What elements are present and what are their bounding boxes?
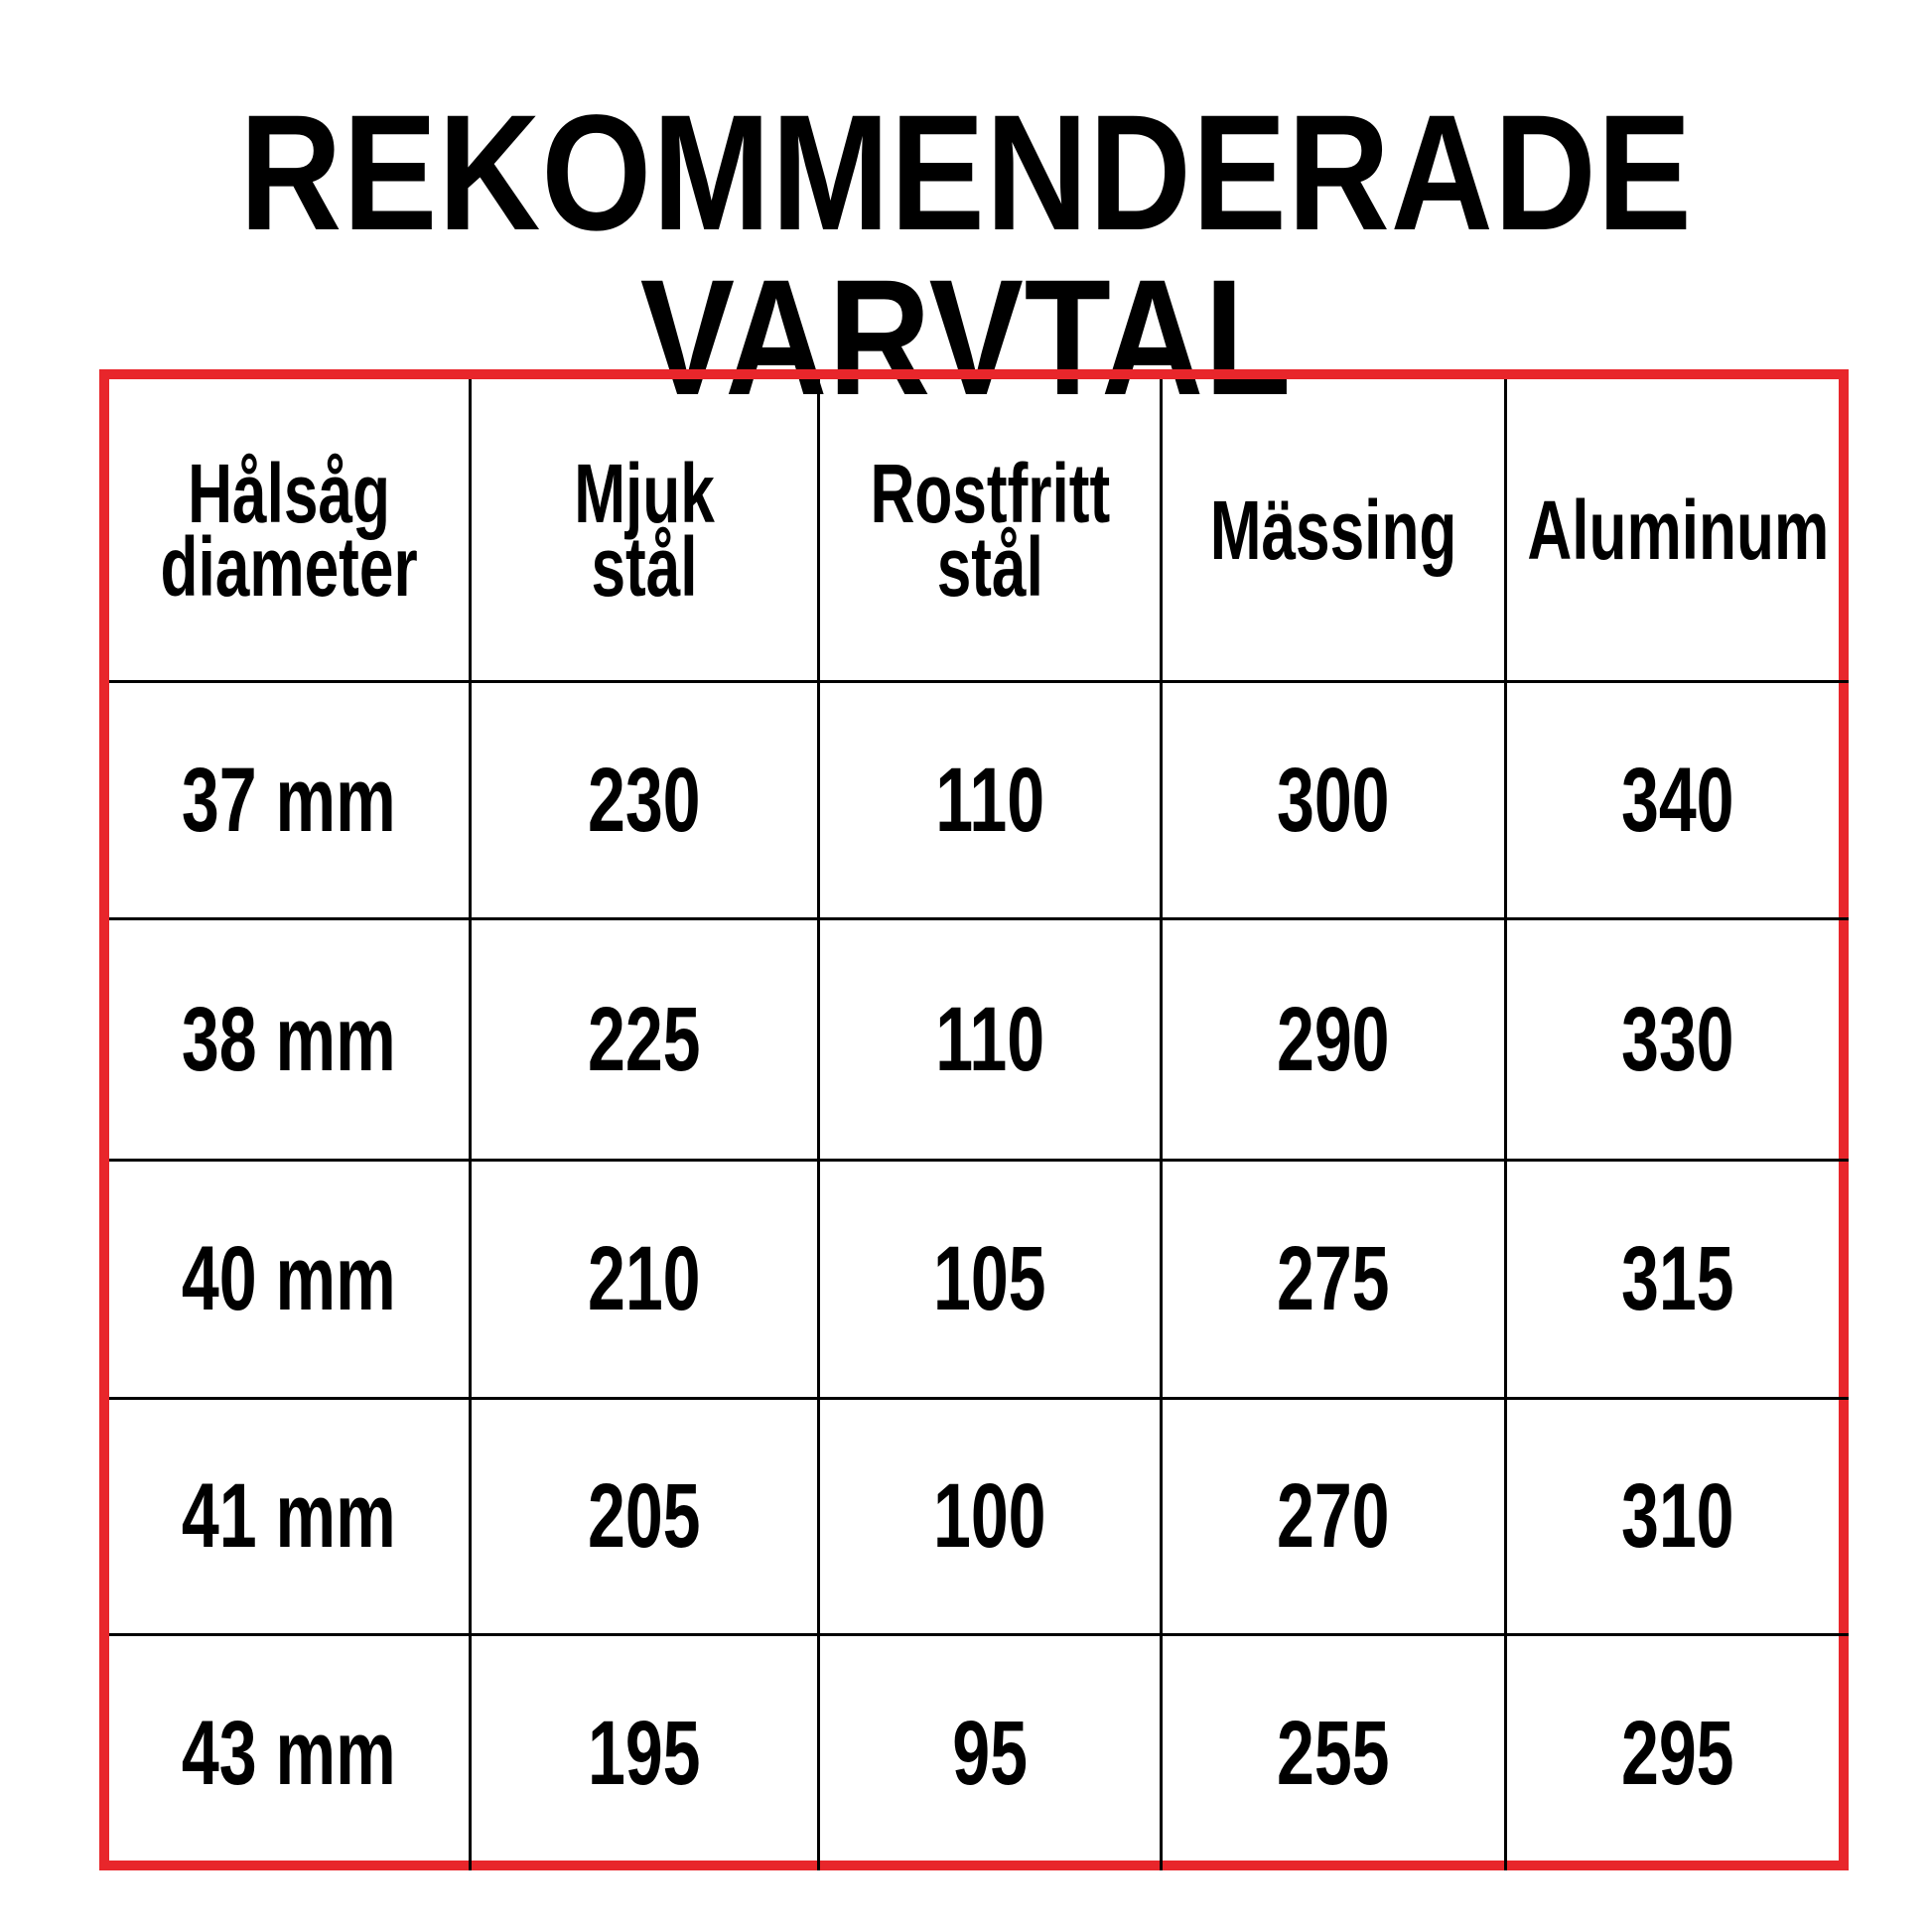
rpm-cell: 110 — [820, 683, 1163, 920]
cell-text: Rostfritt stål — [870, 446, 1110, 614]
cell-text: 230 — [588, 749, 701, 851]
cell-text: 38 mm — [182, 988, 396, 1090]
cell-text: Mjuk stål — [574, 446, 715, 614]
cell-text: 225 — [588, 988, 701, 1090]
cell-text: 255 — [1277, 1702, 1390, 1804]
rpm-cell: 310 — [1507, 1400, 1849, 1636]
cell-text: 275 — [1277, 1228, 1390, 1329]
cell-text: 95 — [952, 1702, 1028, 1804]
cell-text: 205 — [588, 1465, 701, 1567]
header-cell: Rostfritt stål — [820, 379, 1163, 683]
cell-text: 295 — [1621, 1702, 1734, 1804]
diameter-cell: 43 mm — [109, 1636, 472, 1870]
header-cell: Mässing — [1163, 379, 1507, 683]
title-text: REKOMMENDERADE VARVTAL — [239, 81, 1693, 430]
cell-text: 340 — [1621, 749, 1734, 851]
rpm-cell: 105 — [820, 1162, 1163, 1400]
cell-text: 270 — [1277, 1465, 1390, 1567]
diameter-cell: 40 mm — [109, 1162, 472, 1400]
cell-text: 290 — [1277, 988, 1390, 1090]
rpm-cell: 255 — [1163, 1636, 1507, 1870]
rpm-cell: 195 — [472, 1636, 820, 1870]
diameter-cell: 37 mm — [109, 683, 472, 920]
rpm-cell: 275 — [1163, 1162, 1507, 1400]
cell-text: 300 — [1277, 749, 1390, 851]
cell-text: 37 mm — [182, 749, 396, 851]
cell-text: 105 — [933, 1228, 1046, 1329]
rpm-cell: 110 — [820, 920, 1163, 1162]
header-cell: Mjuk stål — [472, 379, 820, 683]
rpm-cell: 95 — [820, 1636, 1163, 1870]
cell-text: 41 mm — [182, 1465, 396, 1567]
rpm-cell: 100 — [820, 1400, 1163, 1636]
diameter-cell: 38 mm — [109, 920, 472, 1162]
cell-text: Mässing — [1209, 483, 1457, 577]
rpm-cell: 300 — [1163, 683, 1507, 920]
rpm-cell: 295 — [1507, 1636, 1849, 1870]
cell-text: 43 mm — [182, 1702, 396, 1804]
cell-text: 100 — [933, 1465, 1046, 1567]
rpm-cell: 270 — [1163, 1400, 1507, 1636]
cell-text: Hålsåg diameter — [160, 446, 418, 614]
rpm-cell: 315 — [1507, 1162, 1849, 1400]
rpm-cell: 225 — [472, 920, 820, 1162]
cell-text: 195 — [588, 1702, 701, 1804]
cell-text: 110 — [935, 988, 1044, 1090]
rpm-cell: 230 — [472, 683, 820, 920]
cell-text: 210 — [588, 1228, 701, 1329]
cell-text: Aluminum — [1527, 483, 1829, 577]
rpm-cell: 210 — [472, 1162, 820, 1400]
cell-text: 315 — [1621, 1228, 1734, 1329]
rpm-table: Hålsåg diameter Mjuk stål Rostfritt stål Mä… — [99, 369, 1849, 1870]
rpm-cell: 290 — [1163, 920, 1507, 1162]
header-cell: Aluminum — [1507, 379, 1849, 683]
rpm-cell: 205 — [472, 1400, 820, 1636]
cell-text: 110 — [935, 749, 1044, 851]
cell-text: 330 — [1621, 988, 1734, 1090]
cell-text: 310 — [1621, 1465, 1734, 1567]
rpm-cell: 340 — [1507, 683, 1849, 920]
rpm-cell: 330 — [1507, 920, 1849, 1162]
cell-text: 40 mm — [182, 1228, 396, 1329]
page-title: REKOMMENDERADE VARVTAL — [0, 91, 1932, 421]
header-cell: Hålsåg diameter — [109, 379, 472, 683]
diameter-cell: 41 mm — [109, 1400, 472, 1636]
